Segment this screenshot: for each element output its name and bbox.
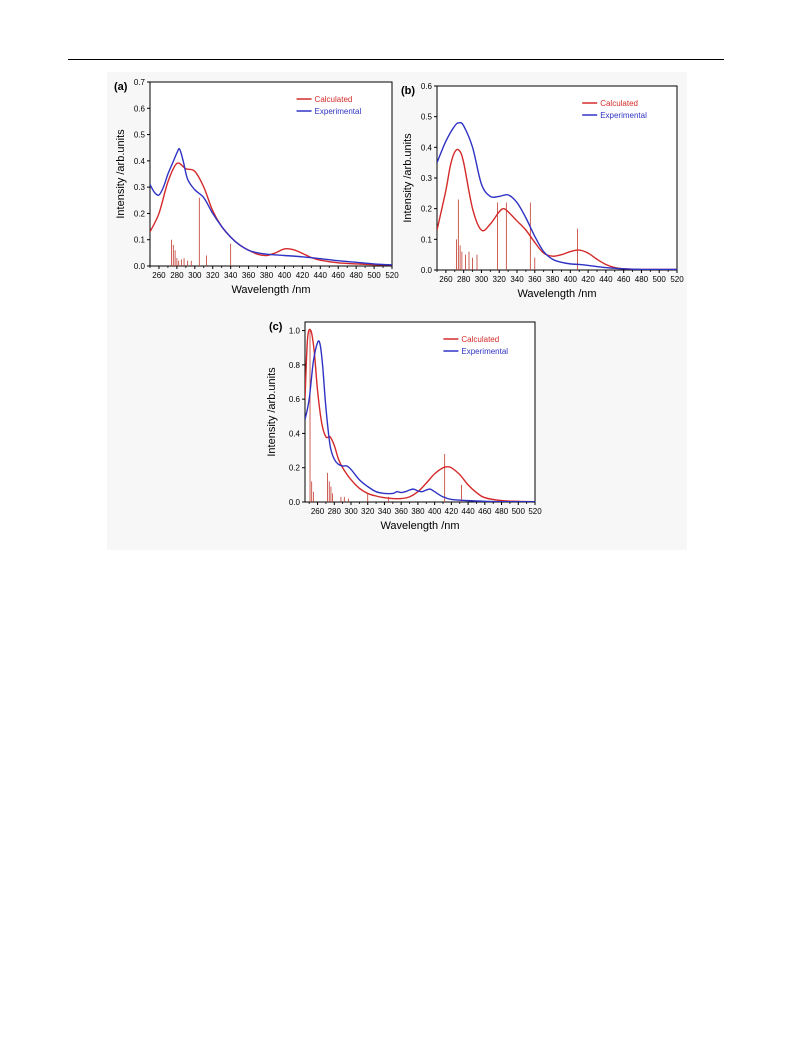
x-axis-label: Wavelength /nm	[380, 520, 459, 532]
panel-a: 260 280 300 320 340 360 380 400 420 440 460 480 500 5…	[112, 74, 402, 304]
legend-label: Experimental	[600, 111, 647, 120]
series-line-0	[437, 148, 677, 270]
x-tick-label: 280	[170, 271, 184, 280]
x-tick-label: 340	[378, 507, 392, 516]
x-tick-label: 480	[495, 507, 509, 516]
y-tick-label: 0.6	[134, 104, 146, 113]
x-tick-label: 320	[206, 271, 220, 280]
x-tick-label: 300	[344, 507, 358, 516]
x-tick-label: 480	[635, 275, 649, 284]
series-line-1	[150, 148, 392, 266]
y-axis-label: Intensity /arb.units	[402, 133, 414, 223]
chart-a: 260 280 300 320 340 360 380 400 420 440 460 480 500 5…	[114, 78, 399, 296]
x-tick-label: 280	[457, 275, 471, 284]
x-tick-label: 420	[296, 271, 310, 280]
x-tick-label: 360	[395, 507, 409, 516]
panel-label: (b)	[401, 85, 415, 97]
y-tick-label: 0.0	[289, 498, 301, 507]
y-tick-label: 0.1	[421, 235, 433, 244]
x-tick-label: 440	[314, 271, 328, 280]
x-tick-label: 460	[478, 507, 492, 516]
x-tick-label: 500	[512, 507, 526, 516]
y-tick-label: 0.0	[134, 262, 146, 271]
panel-c: 260 280 300 320 340 360 380 400 420 440 460 480 500 5…	[263, 310, 548, 544]
x-tick-label: 300	[188, 271, 202, 280]
x-tick-label: 400	[564, 275, 578, 284]
y-tick-label: 0.2	[289, 464, 301, 473]
plot-area	[436, 85, 678, 271]
plot-area	[304, 321, 536, 503]
series-line-0	[305, 328, 535, 502]
x-tick-label: 320	[361, 507, 375, 516]
x-tick-label: 460	[332, 271, 346, 280]
x-tick-label: 480	[349, 271, 363, 280]
x-tick-label: 340	[510, 275, 524, 284]
x-tick-label: 440	[599, 275, 613, 284]
y-tick-label: 0.4	[421, 143, 433, 152]
y-tick-label: 0.3	[421, 174, 433, 183]
y-tick-label: 0.5	[134, 131, 146, 140]
series-line-1	[305, 340, 535, 502]
legend-label: Calculated	[461, 335, 499, 344]
legend-label: Experimental	[315, 107, 362, 116]
x-tick-label: 380	[260, 271, 274, 280]
legend-label: Calculated	[600, 99, 638, 108]
panel-label: (a)	[114, 81, 128, 93]
x-tick-label: 320	[493, 275, 507, 284]
x-tick-label: 520	[528, 507, 542, 516]
y-tick-label: 0.0	[421, 266, 433, 275]
y-tick-label: 1.0	[289, 327, 301, 336]
x-tick-label: 360	[528, 275, 542, 284]
legend-label: Calculated	[315, 95, 353, 104]
y-tick-label: 0.5	[421, 113, 433, 122]
y-tick-label: 0.2	[134, 209, 146, 218]
x-tick-label: 500	[653, 275, 667, 284]
x-tick-label: 340	[224, 271, 238, 280]
x-tick-label: 380	[411, 507, 425, 516]
y-tick-label: 0.6	[421, 82, 433, 91]
x-axis-label: Wavelength /nm	[231, 284, 310, 296]
y-tick-label: 0.1	[134, 236, 146, 245]
x-tick-label: 380	[546, 275, 560, 284]
x-tick-label: 280	[328, 507, 342, 516]
y-tick-label: 0.4	[134, 157, 146, 166]
x-tick-label: 440	[461, 507, 475, 516]
x-tick-label: 420	[581, 275, 595, 284]
x-axis-label: Wavelength /nm	[517, 288, 596, 300]
x-tick-label: 360	[242, 271, 256, 280]
plot-layer	[150, 148, 392, 266]
x-tick-label: 400	[428, 507, 442, 516]
x-tick-label: 260	[311, 507, 325, 516]
chart-c: 260 280 300 320 340 360 380 400 420 440 460 480 500 5…	[266, 321, 542, 532]
x-tick-label: 300	[475, 275, 489, 284]
series-line-1	[437, 121, 677, 270]
x-tick-label: 260	[439, 275, 453, 284]
y-tick-label: 0.2	[421, 205, 433, 214]
x-tick-label: 500	[367, 271, 381, 280]
y-tick-label: 0.7	[134, 78, 146, 87]
y-tick-label: 0.4	[289, 429, 301, 438]
x-tick-label: 520	[385, 271, 399, 280]
page-header-rule	[68, 59, 724, 60]
y-tick-label: 0.3	[134, 183, 146, 192]
x-tick-label: 400	[278, 271, 292, 280]
y-axis-label: Intensity /arb.units	[115, 129, 127, 219]
x-tick-label: 460	[617, 275, 631, 284]
x-tick-label: 520	[670, 275, 684, 284]
panel-label: (c)	[269, 321, 283, 333]
plot-area	[149, 81, 393, 267]
plot-layer	[305, 328, 535, 502]
y-axis-label: Intensity /arb.units	[266, 367, 278, 457]
panel-b: 260 280 300 320 340 360 380 400 420 440 460 480 500 5…	[401, 78, 687, 308]
x-tick-label: 420	[445, 507, 459, 516]
x-tick-label: 260	[152, 271, 166, 280]
y-tick-label: 0.6	[289, 395, 301, 404]
legend-label: Experimental	[461, 347, 508, 356]
y-tick-label: 0.8	[289, 361, 301, 370]
chart-b: 260 280 300 320 340 360 380 400 420 440 460 480 500 5…	[401, 82, 684, 300]
plot-layer	[437, 121, 677, 270]
